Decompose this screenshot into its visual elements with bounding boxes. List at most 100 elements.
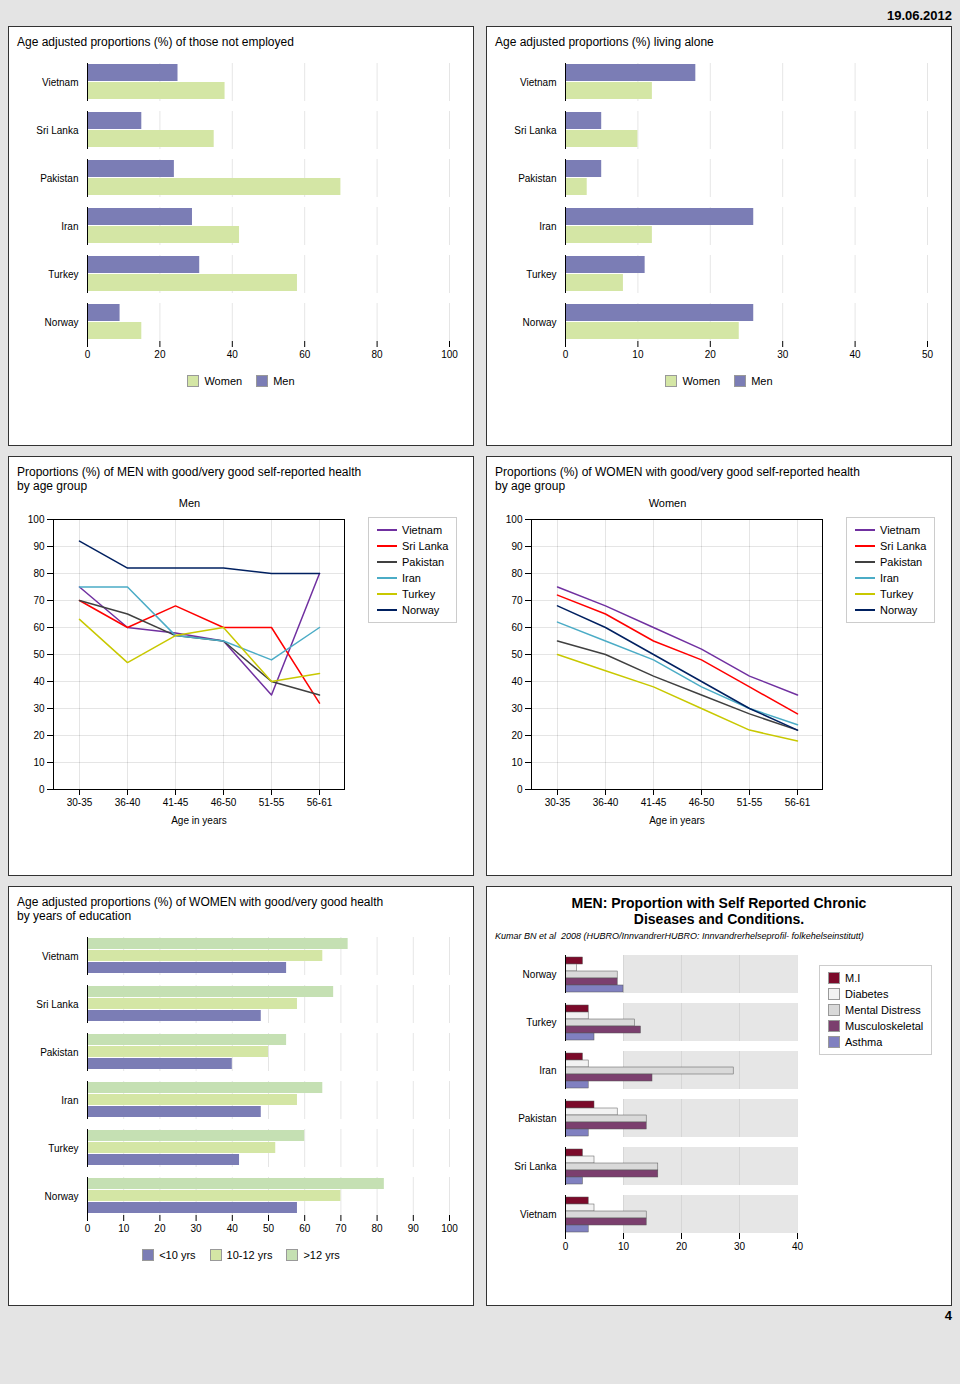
svg-text:Iran: Iran [539, 221, 556, 232]
svg-text:Turkey: Turkey [48, 1143, 78, 1154]
svg-text:60: 60 [511, 622, 523, 633]
svg-text:80: 80 [33, 568, 45, 579]
svg-text:Norway: Norway [45, 317, 79, 328]
svg-text:51-55: 51-55 [259, 797, 285, 808]
svg-text:50: 50 [511, 649, 523, 660]
svg-text:Norway: Norway [523, 969, 557, 980]
svg-text:30-35: 30-35 [545, 797, 571, 808]
html-text:Proportions (%) of WOMEN with: Proportions (%) of WOMEN with good/very … [495, 465, 860, 493]
svg-text:90: 90 [33, 541, 45, 552]
svg-text:20: 20 [511, 730, 523, 741]
svg-text:Turkey: Turkey [526, 269, 556, 280]
svg-text:Iran: Iran [61, 221, 78, 232]
svg-text:51-55: 51-55 [737, 797, 763, 808]
svg-text:Iran: Iran [61, 1095, 78, 1106]
svg-text:40: 40 [850, 349, 862, 360]
svg-text:Iran: Iran [539, 1065, 556, 1076]
html-text:Proportions (%) of MEN with go: Proportions (%) of MEN with good/very go… [17, 465, 362, 493]
svg-text:30: 30 [33, 703, 45, 714]
svg-text:46-50: 46-50 [211, 797, 237, 808]
svg-text:Pakistan: Pakistan [40, 173, 78, 184]
html-text:Age adjusted proportions (%) l: Age adjusted proportions (%) living alon… [495, 35, 714, 49]
svg-text:20: 20 [705, 349, 717, 360]
html-text:Age adjusted proportions (%) o: Age adjusted proportions (%) of WOMEN wi… [17, 895, 384, 923]
svg-text:40: 40 [33, 676, 45, 687]
svg-text:100: 100 [28, 514, 45, 525]
svg-text:46-50: 46-50 [689, 797, 715, 808]
svg-text:50: 50 [263, 1223, 275, 1234]
html-text:Women: Women [204, 375, 243, 387]
svg-text:20: 20 [154, 349, 166, 360]
svg-text:Norway: Norway [523, 317, 557, 328]
svg-text:100: 100 [441, 349, 458, 360]
svg-text:40: 40 [511, 676, 523, 687]
svg-text:0: 0 [85, 1223, 91, 1234]
html-text:Age adjusted proportions (%) o: Age adjusted proportions (%) of those no… [17, 35, 294, 49]
svg-text:Pakistan: Pakistan [40, 1047, 78, 1058]
svg-text:70: 70 [33, 595, 45, 606]
svg-text:Age in years: Age in years [649, 815, 705, 826]
svg-text:Vietnam: Vietnam [520, 77, 557, 88]
svg-text:Turkey: Turkey [48, 269, 78, 280]
svg-text:30-35: 30-35 [67, 797, 93, 808]
svg-text:0: 0 [563, 349, 569, 360]
svg-text:Vietnam: Vietnam [520, 1209, 557, 1220]
svg-text:40: 40 [792, 1241, 804, 1252]
svg-text:Norway: Norway [45, 1191, 79, 1202]
svg-text:10: 10 [118, 1223, 130, 1234]
svg-text:50: 50 [922, 349, 934, 360]
svg-text:36-40: 36-40 [593, 797, 619, 808]
html-text:19.06.2012: 19.06.2012 [886, 8, 952, 23]
svg-text:60: 60 [33, 622, 45, 633]
svg-text:Sri Lanka: Sri Lanka [36, 999, 79, 1010]
svg-text:10: 10 [511, 757, 523, 768]
svg-text:Turkey: Turkey [526, 1017, 556, 1028]
svg-text:40: 40 [227, 1223, 239, 1234]
svg-text:0: 0 [517, 784, 523, 795]
svg-text:30: 30 [191, 1223, 203, 1234]
svg-text:60: 60 [299, 1223, 311, 1234]
html-text:Men: Men [178, 497, 201, 509]
svg-text:80: 80 [372, 1223, 384, 1234]
svg-text:30: 30 [734, 1241, 746, 1252]
svg-text:100: 100 [441, 1223, 458, 1234]
svg-text:60: 60 [299, 349, 311, 360]
svg-text:80: 80 [511, 568, 523, 579]
svg-text:41-45: 41-45 [641, 797, 667, 808]
html-text:Men: Men [751, 375, 773, 387]
svg-text:Sri Lanka: Sri Lanka [36, 125, 79, 136]
svg-text:20: 20 [33, 730, 45, 741]
svg-text:80: 80 [372, 349, 384, 360]
svg-text:56-61: 56-61 [307, 797, 333, 808]
html-text:Women: Women [682, 375, 721, 387]
svg-text:10: 10 [618, 1241, 630, 1252]
svg-text:40: 40 [227, 349, 239, 360]
svg-text:50: 50 [33, 649, 45, 660]
svg-text:36-40: 36-40 [115, 797, 141, 808]
svg-text:Pakistan: Pakistan [518, 1113, 556, 1124]
svg-text:10: 10 [33, 757, 45, 768]
svg-text:30: 30 [511, 703, 523, 714]
html-text:MEN: Proportion with Self Repo: MEN: Proportion with Self Reported Chron… [571, 895, 867, 927]
svg-text:Vietnam: Vietnam [42, 77, 79, 88]
svg-text:20: 20 [154, 1223, 166, 1234]
svg-text:90: 90 [408, 1223, 420, 1234]
svg-text:10: 10 [632, 349, 644, 360]
svg-text:Sri Lanka: Sri Lanka [514, 1161, 557, 1172]
svg-text:0: 0 [39, 784, 45, 795]
svg-text:0: 0 [563, 1241, 569, 1252]
svg-text:56-61: 56-61 [785, 797, 811, 808]
html-text:Men: Men [273, 375, 295, 387]
svg-text:Age in years: Age in years [171, 815, 227, 826]
svg-text:Sri Lanka: Sri Lanka [514, 125, 557, 136]
svg-text:Pakistan: Pakistan [518, 173, 556, 184]
svg-text:20: 20 [676, 1241, 688, 1252]
svg-text:100: 100 [506, 514, 523, 525]
svg-text:70: 70 [511, 595, 523, 606]
svg-text:30: 30 [777, 349, 789, 360]
svg-text:Vietnam: Vietnam [42, 951, 79, 962]
svg-text:90: 90 [511, 541, 523, 552]
svg-text:41-45: 41-45 [163, 797, 189, 808]
svg-text:0: 0 [85, 349, 91, 360]
svg-text:70: 70 [335, 1223, 347, 1234]
